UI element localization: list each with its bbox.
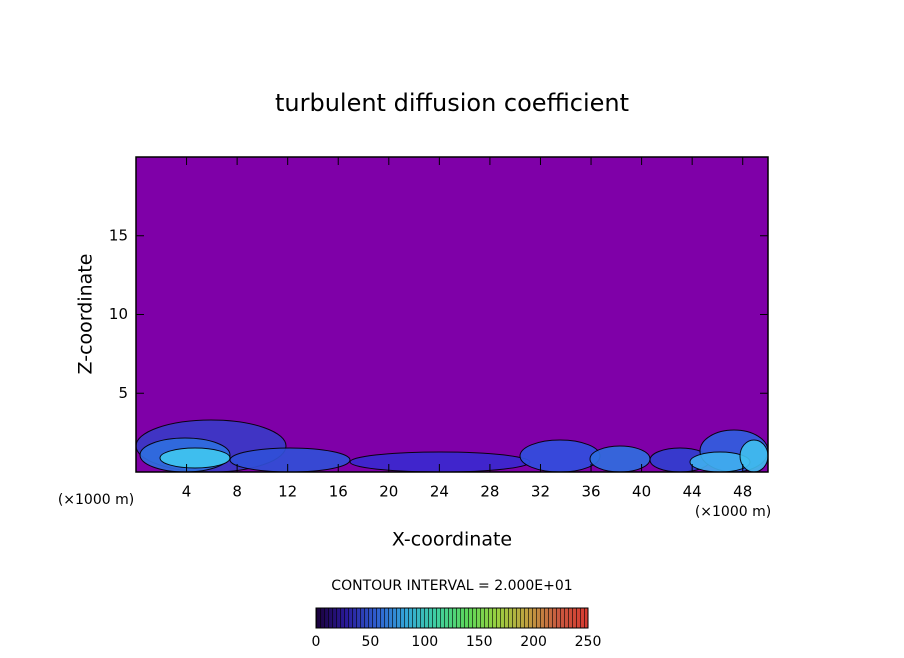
- x-tick-label: 4: [182, 483, 192, 501]
- x-tick-label: 16: [329, 483, 348, 501]
- turbulent-region: [739, 439, 769, 473]
- x-tick-label: 44: [683, 483, 702, 501]
- x-tick-label: 28: [480, 483, 499, 501]
- x-tick-label: 48: [733, 483, 752, 501]
- x-unit-label: (×1000 m): [58, 492, 134, 508]
- colorbar-tick-label: 50: [361, 634, 379, 650]
- y-tick-label: 15: [109, 226, 128, 244]
- x-tick-label: 36: [581, 483, 600, 501]
- chart-title: turbulent diffusion coefficient: [275, 89, 629, 117]
- y-axis-label: Z-coordinate: [75, 254, 97, 375]
- colorbar-tick-label: 0: [312, 634, 321, 650]
- x-tick-label: 8: [232, 483, 242, 501]
- colorbar-tick-label: 200: [520, 634, 547, 650]
- x-unit-label: (×1000 m): [695, 504, 771, 520]
- x-tick-label: 12: [278, 483, 297, 501]
- x-tick-label: 40: [632, 483, 651, 501]
- turbulent-region: [519, 439, 601, 473]
- colorbar-stripes: [316, 608, 588, 628]
- x-tick-label: 24: [430, 483, 449, 501]
- colorbar-tick-label: 150: [466, 634, 493, 650]
- x-tick-label: 32: [531, 483, 550, 501]
- turbulent-region: [159, 447, 231, 469]
- x-axis-label: X-coordinate: [392, 529, 512, 551]
- colorbar-tick-label: 100: [411, 634, 438, 650]
- y-tick-label: 10: [109, 305, 128, 323]
- turbulent-region: [349, 451, 531, 473]
- colorbar-tick-label: 250: [575, 634, 602, 650]
- contour-note: CONTOUR INTERVAL = 2.000E+01: [331, 578, 572, 594]
- field-background: [136, 157, 768, 472]
- turbulent-region: [229, 447, 351, 473]
- y-tick-label: 5: [118, 384, 128, 402]
- turbulent-region: [589, 445, 651, 473]
- x-tick-label: 20: [379, 483, 398, 501]
